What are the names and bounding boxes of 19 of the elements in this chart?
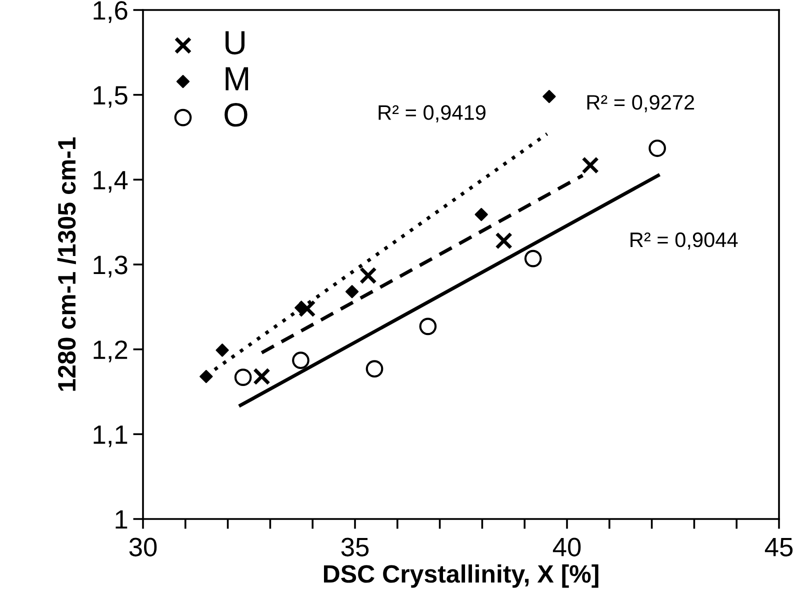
x-axis-title: DSC Crystallinity, X [%] <box>324 564 598 588</box>
y-tick-label: 1,5 <box>94 86 128 108</box>
y-tick-label: 1,3 <box>94 256 128 278</box>
x-tick-label: 40 <box>552 538 581 556</box>
y-tick-label: 1,1 <box>94 426 128 448</box>
x-tick-label: 45 <box>764 538 793 556</box>
y-tick-label: 1 <box>116 510 128 529</box>
legend-label: O <box>224 103 248 127</box>
y-axis-title: 1280 cm-1 /1305 cm-1 <box>57 137 76 391</box>
y-tick-label: 1,4 <box>94 171 128 193</box>
annotation: R² = 0,9419 <box>378 105 486 122</box>
annotation: R² = 0,9044 <box>630 232 738 250</box>
legend-label: M <box>226 67 248 90</box>
legend-label: U <box>226 31 244 54</box>
x-tick-label: 30 <box>129 538 157 556</box>
annotation: R² = 0,9272 <box>587 95 694 112</box>
y-tick-label: 1,6 <box>94 1 128 23</box>
x-tick-label: 35 <box>341 538 369 556</box>
y-tick-label: 1,2 <box>94 340 128 362</box>
